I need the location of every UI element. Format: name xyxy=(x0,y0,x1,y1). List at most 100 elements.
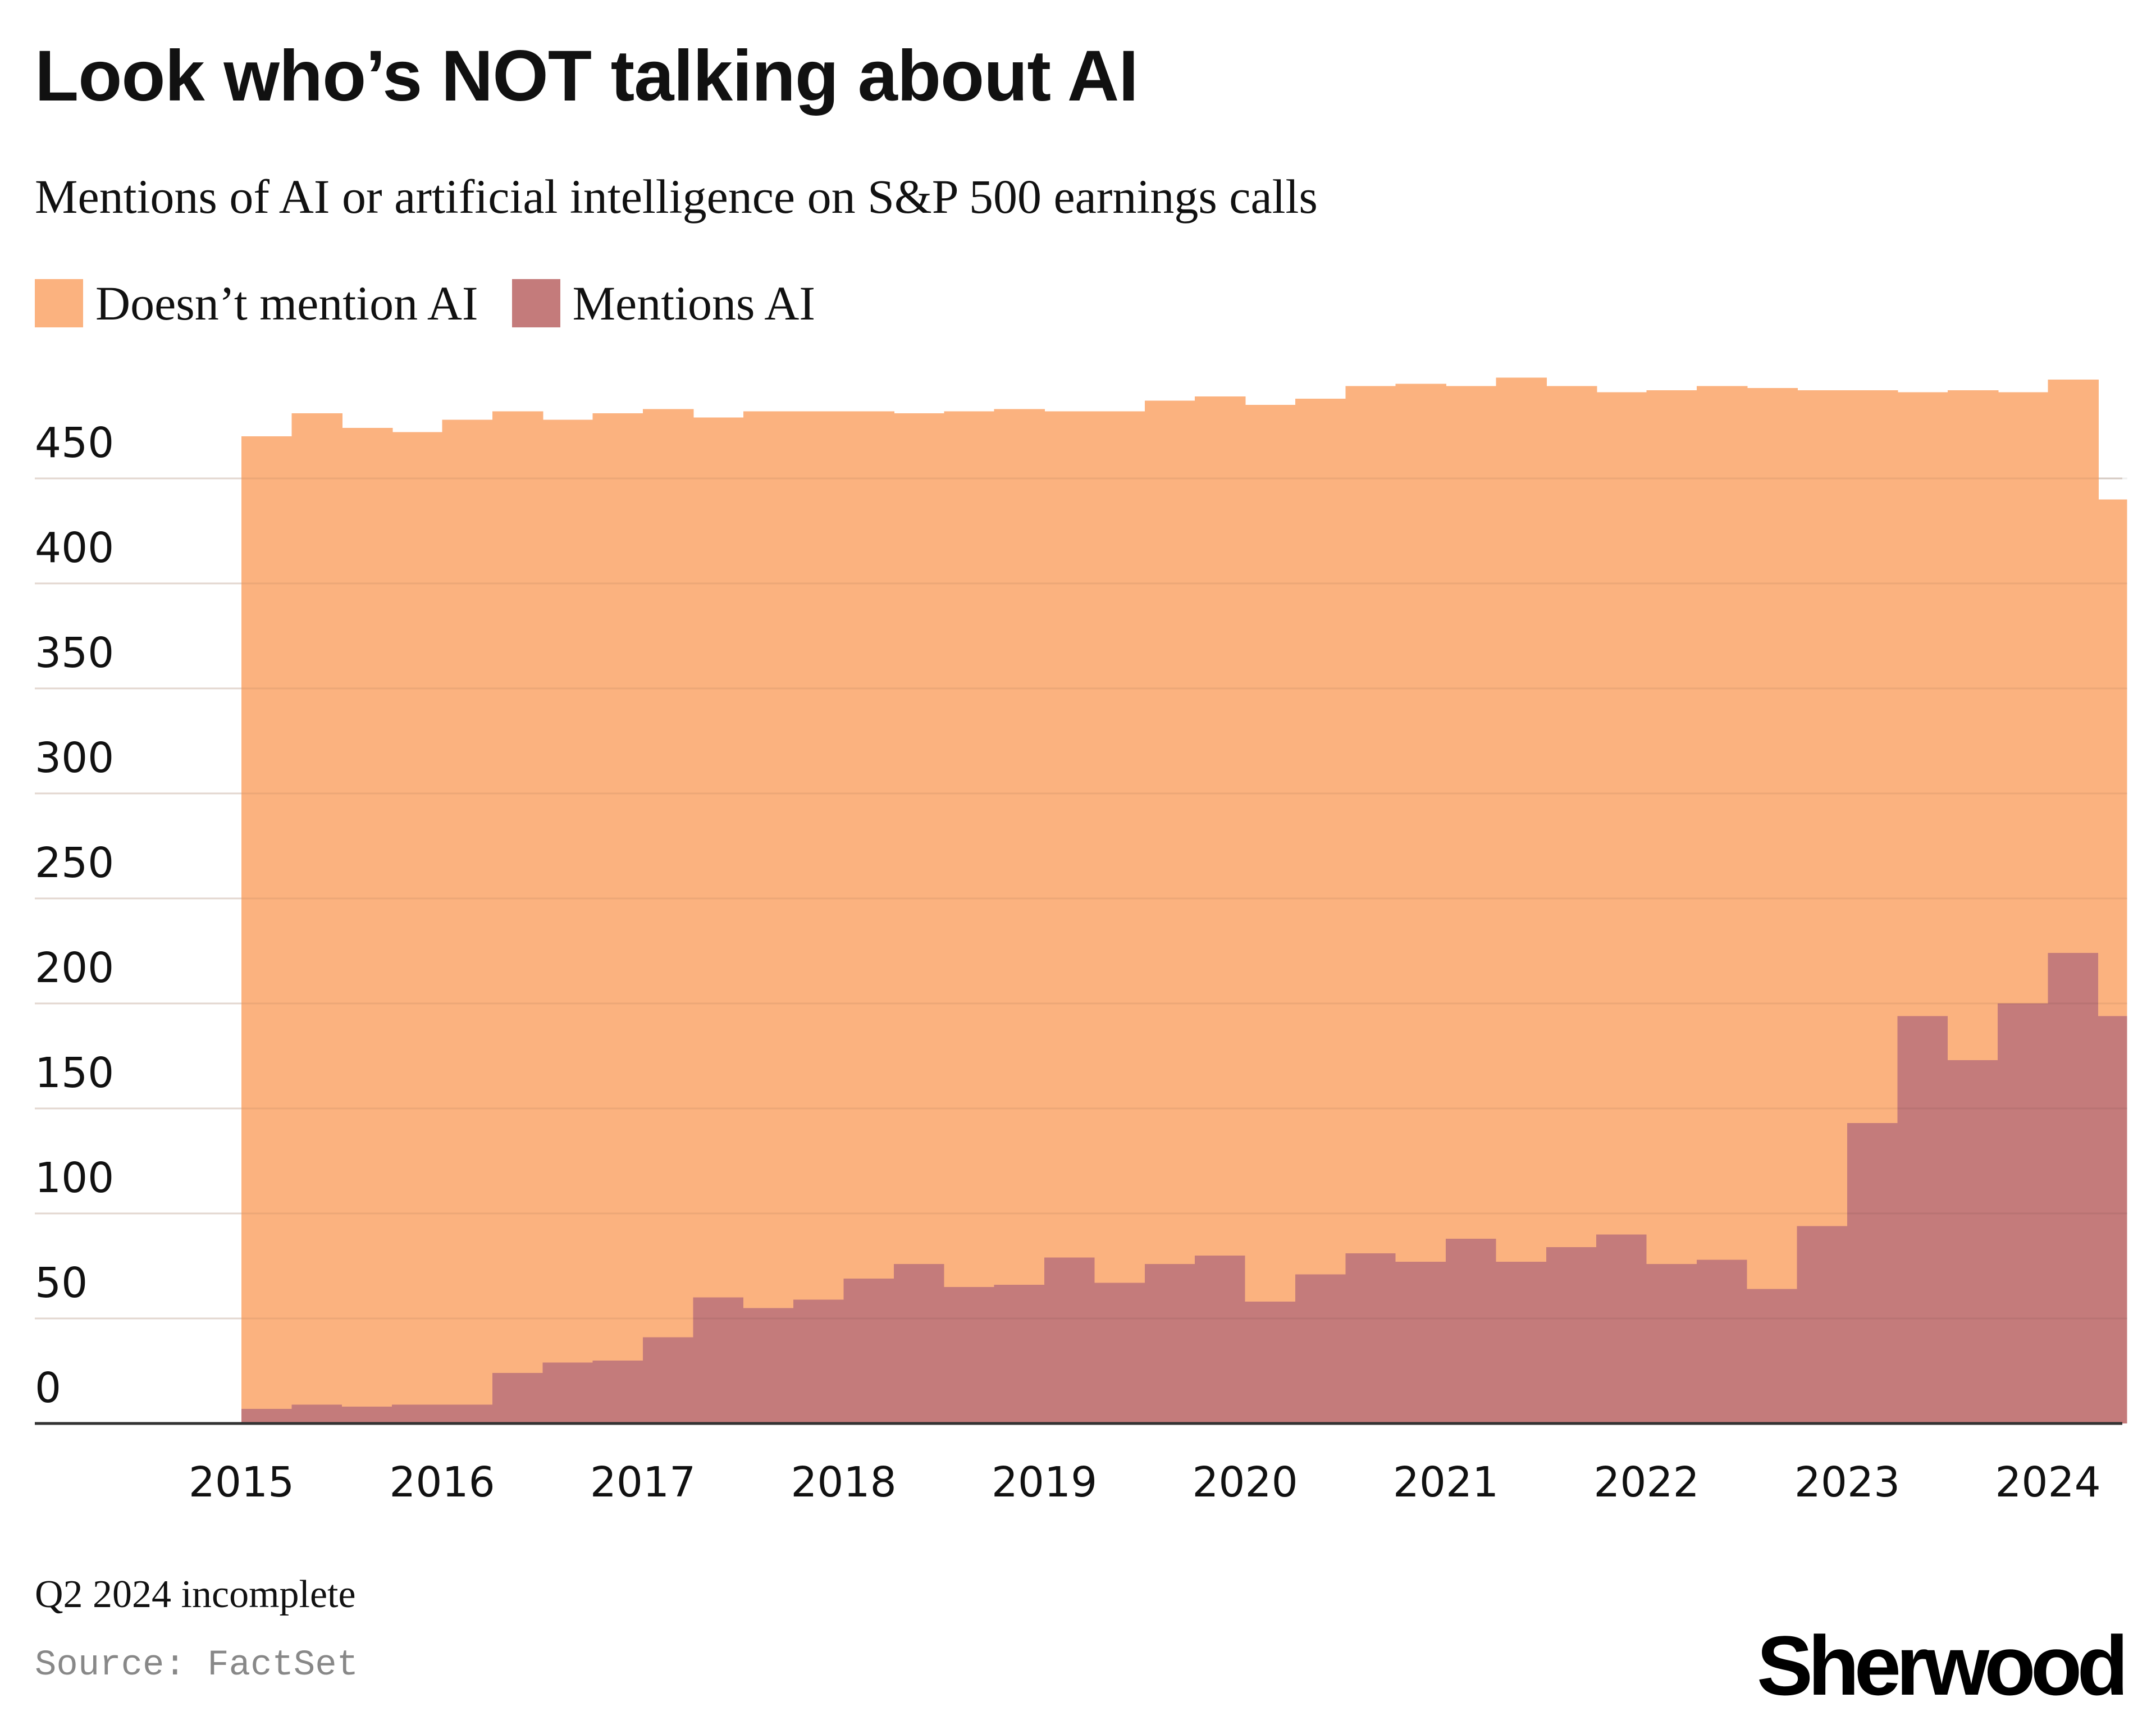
x-tick-label-2015: 2015 xyxy=(189,1458,294,1507)
area-step-doesnt-mention xyxy=(793,411,844,1300)
y-tick-label-200: 200 xyxy=(35,944,114,992)
area-step-mentions xyxy=(492,1373,543,1423)
area-step-doesnt-mention xyxy=(1496,377,1547,1262)
area-step-mentions xyxy=(1897,1016,1948,1423)
source-note: Source: FactSet xyxy=(35,1645,359,1686)
area-step-mentions xyxy=(1646,1263,1698,1423)
area-step-doesnt-mention xyxy=(2048,380,2099,953)
x-tick-label-2023: 2023 xyxy=(1794,1458,1900,1507)
legend-label-mentions: Mentions AI xyxy=(572,276,815,330)
area-step-doesnt-mention xyxy=(944,411,995,1287)
area-step-doesnt-mention xyxy=(2098,499,2127,1016)
area-step-doesnt-mention xyxy=(1947,390,1999,1060)
x-tick-label-2021: 2021 xyxy=(1393,1458,1499,1507)
area-step-mentions xyxy=(392,1404,443,1423)
area-step-doesnt-mention xyxy=(542,419,593,1363)
area-step-doesnt-mention xyxy=(1345,386,1396,1254)
area-step-doesnt-mention xyxy=(893,413,945,1264)
area-step-mentions xyxy=(241,1408,293,1423)
area-step-mentions xyxy=(1345,1253,1396,1423)
area-step-mentions xyxy=(1496,1262,1547,1423)
area-step-doesnt-mention xyxy=(241,436,293,1409)
area-step-doesnt-mention xyxy=(1596,392,1647,1235)
area-step-mentions xyxy=(893,1263,945,1423)
y-tick-label-100: 100 xyxy=(35,1154,114,1202)
area-step-mentions xyxy=(1044,1257,1095,1423)
area-step-mentions xyxy=(843,1278,895,1423)
area-step-mentions xyxy=(1295,1274,1346,1423)
area-step-mentions xyxy=(944,1286,995,1423)
area-step-mentions xyxy=(341,1407,393,1423)
area-step-mentions xyxy=(1395,1262,1447,1423)
area-step-doesnt-mention xyxy=(592,413,644,1361)
x-tick-label-2020: 2020 xyxy=(1192,1458,1298,1507)
area-step-mentions xyxy=(1144,1263,1196,1423)
area-step-mentions xyxy=(1195,1255,1246,1423)
area-step-mentions xyxy=(693,1297,744,1423)
legend-label-doesnt-mention: Doesn’t mention AI xyxy=(95,276,478,330)
area-step-doesnt-mention xyxy=(1646,390,1698,1264)
area-step-doesnt-mention xyxy=(1295,398,1346,1275)
legend: Doesn’t mention AI Mentions AI xyxy=(35,275,849,331)
area-step-mentions xyxy=(1747,1289,1798,1423)
area-step-doesnt-mention xyxy=(1696,386,1748,1260)
area-step-doesnt-mention xyxy=(1897,392,1948,1016)
area-step-doesnt-mention xyxy=(1245,405,1296,1302)
axes: 0 50 100 150 200 250 300 350 400 450 2015 2016 2017 2… xyxy=(35,419,2122,1507)
area-step-doesnt-mention xyxy=(392,432,443,1405)
brand-logo: Sherwood xyxy=(1756,1618,2128,1713)
y-tick-label-350: 350 xyxy=(35,629,114,677)
area-step-mentions xyxy=(743,1308,794,1423)
area-step-doesnt-mention xyxy=(1195,396,1246,1256)
area-step-mentions xyxy=(442,1404,494,1423)
area-step-mentions xyxy=(994,1285,1045,1423)
area-step-doesnt-mention xyxy=(1998,392,2049,1004)
area-step-mentions xyxy=(1245,1302,1296,1423)
x-tick-label-2018: 2018 xyxy=(791,1458,896,1507)
area-step-mentions xyxy=(2098,1016,2127,1423)
legend-item-doesnt-mention: Doesn’t mention AI xyxy=(35,275,478,331)
area-step-doesnt-mention xyxy=(492,411,543,1373)
area-step-doesnt-mention xyxy=(341,428,393,1407)
area-step-mentions xyxy=(291,1404,342,1423)
area-step-mentions xyxy=(1596,1234,1647,1423)
area-step-mentions xyxy=(1947,1060,1999,1423)
area-step-mentions xyxy=(1847,1123,1898,1423)
chart-subtitle: Mentions of AI or artificial intelligenc… xyxy=(35,170,1318,223)
x-tick-label-2024: 2024 xyxy=(1995,1458,2100,1507)
area-step-mentions xyxy=(643,1337,694,1423)
area-step-doesnt-mention xyxy=(1446,386,1497,1239)
area-step-doesnt-mention xyxy=(1395,384,1447,1262)
y-tick-label-150: 150 xyxy=(35,1049,114,1097)
area-step-doesnt-mention xyxy=(1546,386,1597,1247)
area-step-doesnt-mention xyxy=(291,413,342,1405)
y-tick-label-450: 450 xyxy=(35,419,114,467)
x-tick-label-2017: 2017 xyxy=(590,1458,696,1507)
y-tick-label-0: 0 xyxy=(35,1364,61,1412)
legend-swatch-mentions xyxy=(511,279,560,327)
area-step-doesnt-mention xyxy=(442,419,494,1405)
area-step-mentions xyxy=(1546,1247,1597,1423)
legend-item-mentions: Mentions AI xyxy=(511,275,815,331)
area-step-mentions xyxy=(542,1362,593,1423)
x-tick-label-2016: 2016 xyxy=(389,1458,495,1507)
x-tick-label-2022: 2022 xyxy=(1593,1458,1699,1507)
y-tick-label-250: 250 xyxy=(35,839,114,887)
area-step-doesnt-mention xyxy=(1044,411,1095,1258)
area-step-mentions xyxy=(1797,1226,1848,1423)
legend-swatch-doesnt-mention xyxy=(35,279,83,327)
area-step-mentions xyxy=(1696,1259,1748,1423)
area-step-doesnt-mention xyxy=(693,417,744,1298)
area-step-mentions xyxy=(1998,1003,2049,1423)
footnote: Q2 2024 incomplete xyxy=(35,1573,356,1616)
chart-title: Look who’s NOT talking about AI xyxy=(35,36,1139,116)
area-step-mentions xyxy=(793,1299,844,1423)
area-step-doesnt-mention xyxy=(643,409,694,1338)
area-step-mentions xyxy=(1446,1238,1497,1423)
x-tick-label-2019: 2019 xyxy=(992,1458,1097,1507)
area-step-doesnt-mention xyxy=(1747,388,1798,1289)
area-step-doesnt-mention xyxy=(843,411,895,1279)
area-step-doesnt-mention xyxy=(1094,411,1145,1283)
area-step-mentions xyxy=(592,1360,644,1423)
